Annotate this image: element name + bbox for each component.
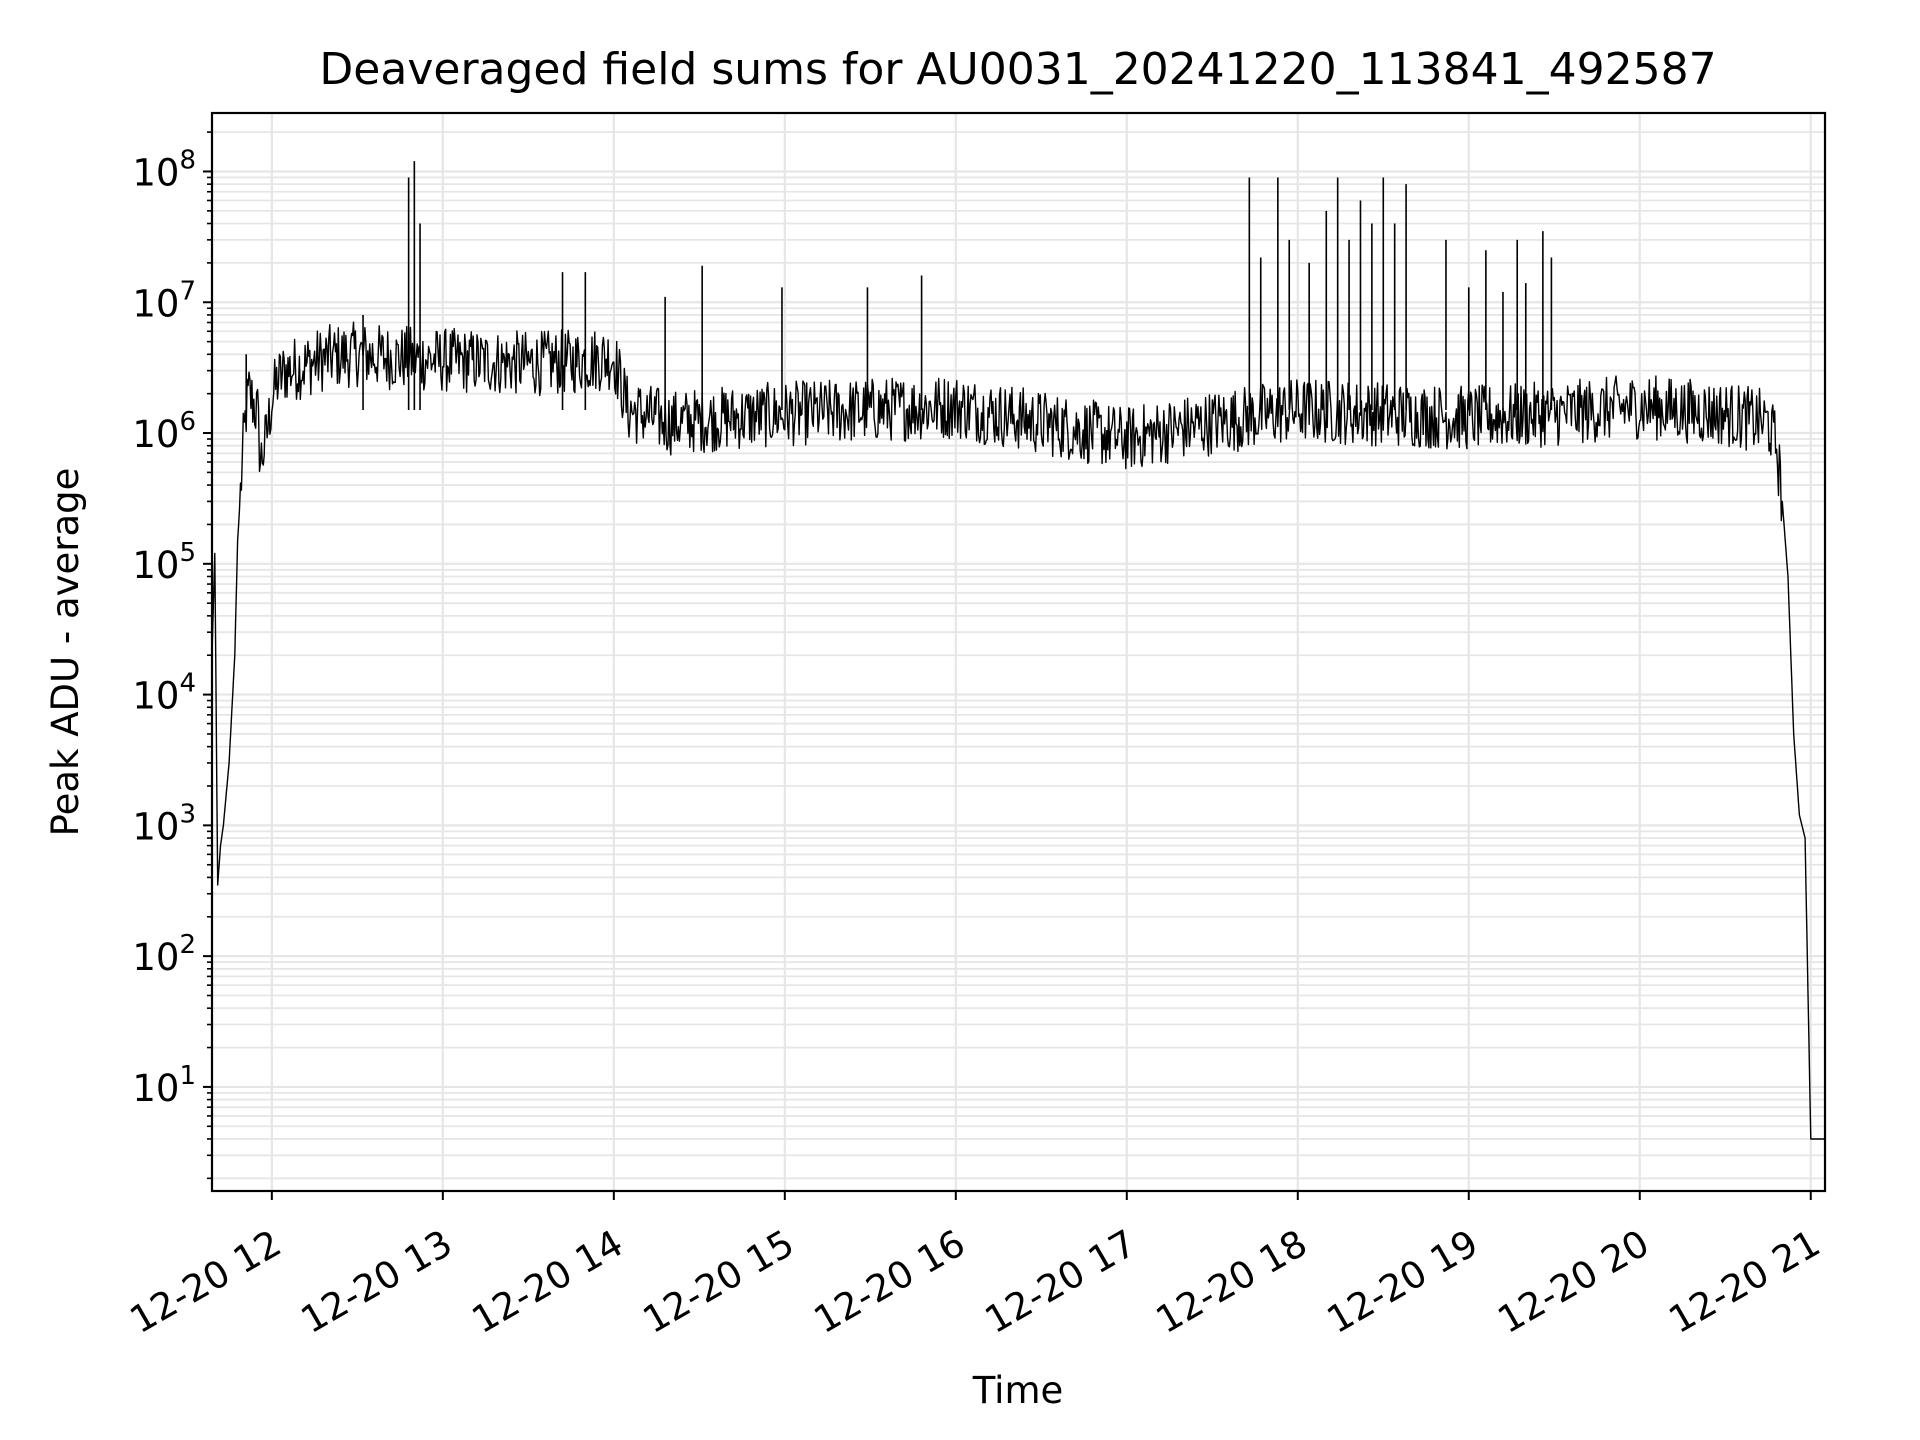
series-line	[211, 321, 1825, 1140]
y-tick-label: 104	[132, 669, 196, 718]
y-axis: 101 102 103 104 105 106 107 108	[132, 131, 212, 1180]
y-tick-label: 106	[132, 407, 196, 456]
series-layer	[211, 161, 1825, 1140]
y-axis-label: Peak ADU - average	[44, 468, 87, 837]
grid	[212, 113, 1825, 1191]
y-tick-label: 108	[132, 145, 196, 194]
x-axis-label: Time	[972, 1369, 1064, 1412]
y-tick-label: 103	[132, 799, 196, 848]
plot-frame	[210, 111, 1827, 1193]
y-tick-label: 102	[132, 930, 196, 979]
y-tick-label: 105	[132, 538, 196, 587]
y-tick-label: 101	[132, 1061, 196, 1110]
chart-title: Deaveraged field sums for AU0031_2024122…	[319, 44, 1716, 95]
y-tick-label: 107	[132, 276, 196, 325]
